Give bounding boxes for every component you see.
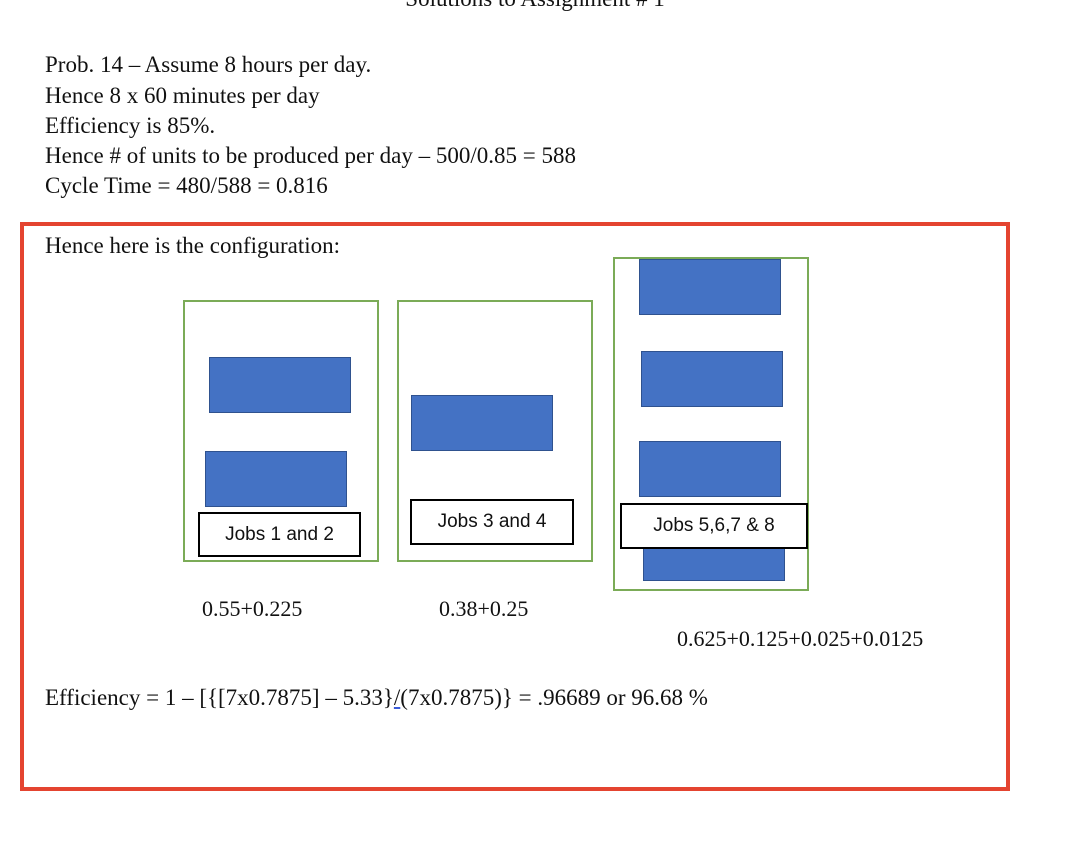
problem-line-3: Efficiency is 85%. [45, 113, 216, 138]
efficiency-formula-slash: / [393, 685, 401, 710]
station-1-box [183, 300, 379, 562]
problem-line-5: Cycle Time = 480/588 = 0.816 [45, 173, 328, 198]
document-title: Solutions to Assignment # 1 [0, 0, 1070, 12]
station-2-sum: 0.38+0.25 [439, 596, 529, 621]
station-3-job-block [639, 259, 781, 315]
problem-line-2: Hence 8 x 60 minutes per day [45, 83, 320, 108]
station-1-job-block [209, 357, 351, 413]
station-2-job-block [411, 395, 553, 451]
efficiency-formula-part-1: Efficiency = 1 – [{[7x0.7875] – 5.33} [45, 685, 394, 710]
efficiency-formula-part-3: (7x0.7875)} = .96689 or 96.68 % [400, 685, 708, 710]
station-1-job-block [205, 451, 347, 507]
configuration-title: Hence here is the configuration: [45, 233, 341, 258]
efficiency-formula: Efficiency = 1 – [{[7x0.7875] – 5.33}/(7… [45, 685, 708, 711]
station-3-job-block [639, 441, 781, 497]
station-3-sum: 0.625+0.125+0.025+0.0125 [677, 626, 924, 651]
problem-line-4: Hence # of units to be produced per day … [45, 143, 576, 168]
station-3-box [613, 257, 809, 591]
station-3-label: Jobs 5,6,7 & 8 [620, 503, 808, 549]
station-1-label: Jobs 1 and 2 [198, 512, 361, 557]
station-2-box [397, 300, 593, 562]
station-2-label: Jobs 3 and 4 [410, 499, 574, 545]
problem-line-1: Prob. 14 – Assume 8 hours per day. [45, 52, 372, 77]
configuration-highlight-box [20, 222, 1010, 791]
station-3-job-block [641, 351, 783, 407]
station-1-sum: 0.55+0.225 [202, 596, 303, 621]
